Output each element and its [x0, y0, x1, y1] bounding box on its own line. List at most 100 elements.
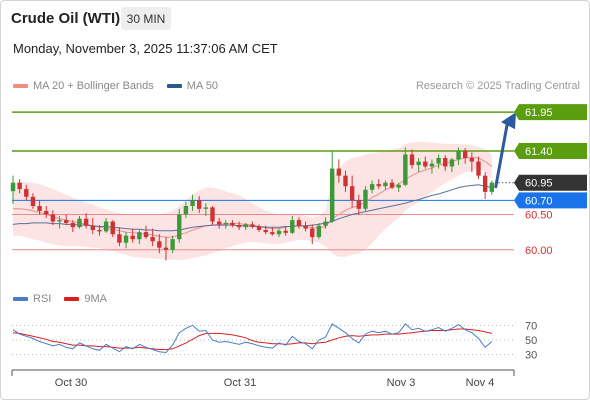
- candle-body: [97, 230, 102, 232]
- candle-body: [130, 235, 135, 240]
- candle-body: [236, 225, 242, 228]
- candle-body: [336, 168, 342, 176]
- candle: [236, 221, 242, 230]
- candle-body: [216, 221, 222, 225]
- candle-body: [64, 220, 69, 223]
- level-label-61.40: 61.40: [525, 146, 553, 158]
- candle-body: [117, 234, 122, 243]
- research-credit: Research © 2025 Trading Central: [415, 80, 580, 92]
- candle-body: [90, 225, 95, 230]
- legend-item-9ma: 9MA: [64, 293, 107, 305]
- candle-body: [243, 224, 248, 228]
- candle-body: [423, 161, 428, 167]
- rsi-tick-30: 30: [525, 350, 537, 362]
- candle: [476, 156, 481, 180]
- candle-body: [469, 158, 475, 162]
- candle: [123, 232, 129, 249]
- candle-body: [24, 189, 29, 197]
- candle-body: [276, 230, 282, 235]
- bollinger-band: [13, 141, 492, 261]
- candle: [37, 200, 42, 215]
- candle-body: [250, 224, 255, 227]
- candle-body: [316, 225, 322, 238]
- candle-body: [157, 241, 162, 248]
- price-legend: MA 20 + Bollinger Bands MA 50: [13, 80, 231, 92]
- candle-body: [416, 161, 421, 166]
- candle: [443, 155, 448, 171]
- candle: [409, 149, 415, 169]
- candle: [50, 210, 56, 226]
- candle-body: [50, 214, 56, 222]
- candle: [396, 182, 401, 192]
- candle: [376, 179, 381, 190]
- level-tag-61.95: [514, 104, 587, 121]
- rsi-line: [12, 323, 493, 354]
- candle: [403, 147, 408, 187]
- candle-body: [123, 235, 129, 243]
- candle: [117, 227, 122, 247]
- candle: [216, 218, 222, 229]
- rsi-legend: RSI 9MA: [13, 293, 120, 305]
- candle: [256, 224, 262, 233]
- candle-body: [283, 230, 288, 233]
- candle-body: [210, 207, 215, 222]
- candle: [90, 218, 95, 235]
- candle-body: [203, 207, 209, 209]
- candle: [97, 225, 102, 236]
- candle: [296, 217, 302, 229]
- candle-body: [190, 200, 195, 206]
- candle-body: [482, 175, 488, 192]
- x-label: Nov 3: [387, 377, 416, 389]
- candle-body: [363, 189, 368, 209]
- candle-body: [349, 186, 355, 201]
- candle: [197, 196, 202, 214]
- level-label-60.95: 60.95: [525, 178, 553, 190]
- candle-body: [70, 222, 76, 228]
- candle-body: [37, 206, 42, 211]
- candle: [303, 221, 308, 232]
- candle-body: [396, 184, 401, 188]
- candle-body: [83, 218, 89, 226]
- candle-body: [476, 161, 481, 176]
- candle: [157, 234, 162, 254]
- rsi-tick-70: 70: [525, 320, 537, 332]
- timestamp: Monday, November 3, 2025 11:37:06 AM CET: [13, 41, 278, 56]
- candle: [482, 172, 488, 199]
- candle: [270, 227, 275, 236]
- candle: [423, 156, 428, 169]
- candle-body: [456, 150, 461, 160]
- candle-body: [463, 150, 468, 158]
- candle: [77, 215, 82, 229]
- candle-body: [389, 182, 395, 188]
- candle: [44, 206, 49, 218]
- candle-body: [10, 182, 16, 192]
- level-label-60.00: 60.00: [525, 245, 553, 257]
- candle-body: [230, 222, 235, 226]
- candle: [250, 221, 255, 229]
- candle: [349, 175, 355, 208]
- candle: [383, 180, 388, 190]
- candle: [283, 227, 288, 236]
- candle-body: [356, 200, 361, 209]
- candle-body: [170, 239, 175, 250]
- candle-body: [57, 220, 62, 222]
- 9ma-swatch: [64, 297, 80, 301]
- timeframe-button[interactable]: 30 MIN: [121, 7, 171, 30]
- candle-body: [137, 232, 142, 240]
- candle: [363, 186, 368, 211]
- candle: [183, 201, 189, 218]
- candle-body: [323, 221, 328, 226]
- candle: [110, 220, 115, 238]
- forecast-arrow-shaft: [494, 123, 509, 189]
- candle: [369, 180, 375, 194]
- legend-ma50-label: MA 50: [186, 80, 218, 92]
- candle: [30, 193, 36, 209]
- candle: [137, 230, 142, 245]
- candle: [276, 228, 282, 238]
- level-label-61.95: 61.95: [525, 107, 553, 119]
- candle: [330, 150, 335, 223]
- candle-body: [183, 206, 189, 215]
- candle-body: [30, 196, 36, 206]
- candle-body: [110, 221, 115, 235]
